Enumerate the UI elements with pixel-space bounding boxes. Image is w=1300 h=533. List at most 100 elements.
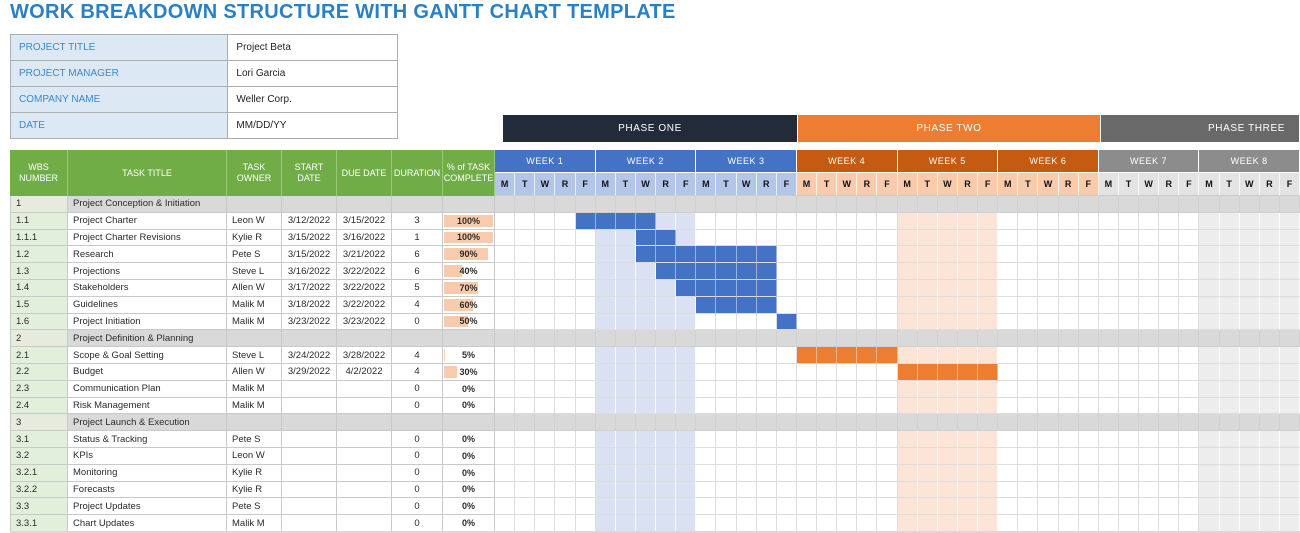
- wbs-cell[interactable]: 3.3.1: [10, 515, 68, 532]
- gantt-band-cell[interactable]: [656, 279, 677, 297]
- gantt-band-cell[interactable]: [917, 515, 938, 532]
- gantt-cell[interactable]: [696, 515, 717, 532]
- gantt-cell[interactable]: [1179, 397, 1200, 415]
- gantt-band-cell[interactable]: [978, 397, 999, 415]
- task-owner-cell[interactable]: Kylie R: [227, 464, 282, 482]
- gantt-cell[interactable]: [1018, 464, 1039, 482]
- gantt-cell[interactable]: [1078, 212, 1099, 230]
- gantt-cell[interactable]: [555, 515, 576, 532]
- gantt-band-cell[interactable]: [1239, 498, 1260, 516]
- gantt-cell[interactable]: [1058, 196, 1079, 213]
- gantt-band-cell[interactable]: [917, 212, 938, 230]
- gantt-band-cell[interactable]: [978, 380, 999, 398]
- gantt-cell[interactable]: [857, 464, 878, 482]
- gantt-bar-cell[interactable]: [575, 212, 596, 230]
- gantt-cell[interactable]: [796, 263, 817, 280]
- gantt-cell[interactable]: [1159, 363, 1180, 381]
- gantt-cell[interactable]: [736, 414, 757, 432]
- task-owner-cell[interactable]: [227, 414, 282, 432]
- gantt-cell[interactable]: [495, 279, 516, 297]
- gantt-cell[interactable]: [817, 481, 838, 499]
- gantt-cell[interactable]: [1159, 481, 1180, 499]
- gantt-band-cell[interactable]: [1239, 313, 1260, 331]
- gantt-cell[interactable]: [555, 196, 576, 213]
- gantt-cell[interactable]: [796, 414, 817, 432]
- gantt-band-cell[interactable]: [897, 515, 918, 532]
- gantt-band-cell[interactable]: [937, 212, 958, 230]
- gantt-cell[interactable]: [1018, 212, 1039, 230]
- gantt-band-cell[interactable]: [917, 431, 938, 448]
- gantt-cell[interactable]: [515, 431, 536, 448]
- gantt-cell[interactable]: [877, 246, 898, 264]
- wbs-cell[interactable]: 1.4: [10, 279, 68, 297]
- gantt-cell[interactable]: [998, 263, 1019, 280]
- gantt-band-cell[interactable]: [978, 347, 999, 364]
- gantt-bar-cell[interactable]: [656, 246, 677, 264]
- percent-complete-cell[interactable]: 70%: [443, 279, 495, 297]
- gantt-cell[interactable]: [495, 481, 516, 499]
- gantt-cell[interactable]: [837, 313, 858, 331]
- gantt-band-cell[interactable]: [957, 212, 978, 230]
- gantt-cell[interactable]: [736, 347, 757, 364]
- start-date-cell[interactable]: [282, 397, 337, 415]
- gantt-cell[interactable]: [776, 263, 797, 280]
- gantt-band-cell[interactable]: [595, 498, 616, 516]
- gantt-cell[interactable]: [555, 313, 576, 331]
- gantt-band-cell[interactable]: [1239, 380, 1260, 398]
- gantt-cell[interactable]: [1058, 279, 1079, 297]
- gantt-cell[interactable]: [716, 397, 737, 415]
- info-value-cell[interactable]: Weller Corp.: [227, 86, 398, 113]
- gantt-band-cell[interactable]: [957, 431, 978, 448]
- gantt-cell[interactable]: [515, 447, 536, 465]
- task-owner-cell[interactable]: Leon W: [227, 447, 282, 465]
- gantt-cell[interactable]: [998, 447, 1019, 465]
- gantt-bar-cell[interactable]: [656, 229, 677, 247]
- gantt-cell[interactable]: [1038, 464, 1059, 482]
- gantt-band-cell[interactable]: [635, 515, 656, 532]
- gantt-cell[interactable]: [796, 313, 817, 331]
- gantt-cell[interactable]: [1179, 279, 1200, 297]
- gantt-cell[interactable]: [696, 498, 717, 516]
- gantt-band-cell[interactable]: [1199, 498, 1220, 516]
- wbs-cell[interactable]: 3: [10, 414, 68, 432]
- gantt-cell[interactable]: [1259, 414, 1280, 432]
- gantt-cell[interactable]: [736, 330, 757, 348]
- gantt-cell[interactable]: [656, 196, 677, 213]
- gantt-bar-cell[interactable]: [716, 263, 737, 280]
- gantt-cell[interactable]: [1038, 229, 1059, 247]
- gantt-band-cell[interactable]: [937, 347, 958, 364]
- gantt-band-cell[interactable]: [1199, 397, 1220, 415]
- gantt-cell[interactable]: [535, 196, 556, 213]
- gantt-cell[interactable]: [998, 431, 1019, 448]
- gantt-band-cell[interactable]: [1219, 397, 1240, 415]
- gantt-bar-cell[interactable]: [756, 263, 777, 280]
- percent-complete-cell[interactable]: 100%: [443, 229, 495, 247]
- gantt-band-cell[interactable]: [1259, 246, 1280, 264]
- gantt-band-cell[interactable]: [1219, 347, 1240, 364]
- gantt-cell[interactable]: [817, 464, 838, 482]
- gantt-cell[interactable]: [877, 431, 898, 448]
- gantt-cell[interactable]: [1279, 196, 1300, 213]
- gantt-band-cell[interactable]: [656, 296, 677, 314]
- gantt-cell[interactable]: [776, 279, 797, 297]
- gantt-band-cell[interactable]: [1199, 263, 1220, 280]
- gantt-cell[interactable]: [1098, 498, 1119, 516]
- gantt-band-cell[interactable]: [676, 363, 697, 381]
- gantt-cell[interactable]: [1179, 414, 1200, 432]
- gantt-cell[interactable]: [555, 246, 576, 264]
- gantt-cell[interactable]: [1139, 296, 1160, 314]
- gantt-band-cell[interactable]: [676, 380, 697, 398]
- info-value-cell[interactable]: MM/DD/YY: [227, 112, 398, 139]
- gantt-cell[interactable]: [1179, 212, 1200, 230]
- gantt-band-cell[interactable]: [595, 279, 616, 297]
- gantt-cell[interactable]: [1139, 414, 1160, 432]
- gantt-cell[interactable]: [998, 515, 1019, 532]
- due-date-cell[interactable]: [337, 397, 392, 415]
- task-owner-cell[interactable]: Pete S: [227, 431, 282, 448]
- gantt-band-cell[interactable]: [595, 481, 616, 499]
- gantt-band-cell[interactable]: [937, 246, 958, 264]
- gantt-cell[interactable]: [837, 431, 858, 448]
- gantt-band-cell[interactable]: [1219, 447, 1240, 465]
- task-owner-cell[interactable]: Kylie R: [227, 229, 282, 247]
- gantt-cell[interactable]: [1058, 380, 1079, 398]
